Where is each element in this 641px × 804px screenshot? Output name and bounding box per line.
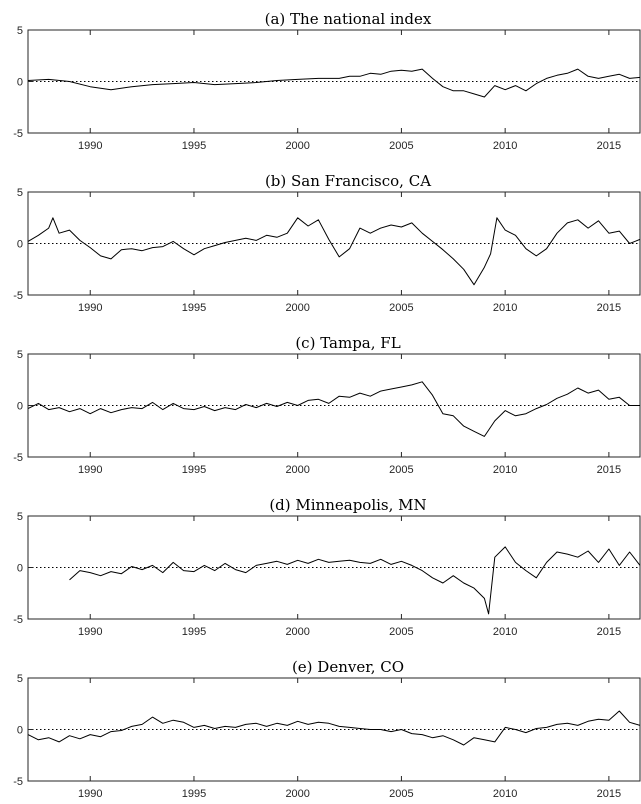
panel-a-xtick-label: 1995	[182, 140, 206, 152]
panel-a-xtick-label: 2005	[389, 140, 413, 152]
panel-e-title: (e) Denver, CO	[292, 658, 404, 676]
panel-c-series-line	[27, 381, 640, 437]
panel-b-title: (b) San Francisco, CA	[265, 172, 431, 190]
panel-e-xtick-label: 2005	[389, 788, 413, 800]
panel-c-title: (c) Tampa, FL	[295, 334, 400, 352]
panel-d-xtick-label: 2005	[389, 626, 413, 638]
panel-d-title: (d) Minneapolis, MN	[269, 496, 426, 514]
panel-e-series-line	[27, 710, 641, 746]
panel-a-ytick-label: 0	[17, 77, 23, 89]
panel-d-xtick-label: 2015	[597, 626, 621, 638]
panel-a-xtick-label: 2010	[493, 140, 517, 152]
panel-c-xtick-label: 1995	[182, 464, 206, 476]
panel-b-xtick-label: 2010	[493, 302, 517, 314]
panel-e: (e) Denver, CO -5 0 5 1990 1995 2000 2005 2010 20…	[13, 658, 641, 800]
panel-b-xtick-label: 2015	[597, 302, 621, 314]
panel-e-ytick-label: -5	[13, 776, 23, 788]
panel-d-ytick-label: -5	[13, 614, 23, 626]
panel-a-title: (a) The national index	[265, 10, 432, 28]
panel-c-xtick-label: 2005	[389, 464, 413, 476]
panel-d-xtick-label: 2010	[493, 626, 517, 638]
panel-b-xtick-label: 2000	[285, 302, 309, 314]
panel-b-ytick-label: 0	[17, 239, 23, 251]
panel-e-ytick-label: 0	[17, 725, 23, 737]
panel-e-xtick-label: 1995	[182, 788, 206, 800]
panel-a-xtick-label: 2000	[285, 140, 309, 152]
panel-b-series-line	[27, 217, 641, 286]
panel-a-ytick-label: -5	[13, 128, 23, 140]
panel-d-xtick-label: 1990	[78, 626, 102, 638]
panel-b: (b) San Francisco, CA -5 0 5 1990 1995 2000 200…	[13, 172, 641, 314]
panel-c-ytick-label: -5	[13, 452, 23, 464]
panel-b-ytick-label: -5	[13, 290, 23, 302]
panel-c-xtick-label: 1990	[78, 464, 102, 476]
panel-c-ytick-label: 5	[17, 349, 23, 361]
panel-d-ytick-label: 0	[17, 563, 23, 575]
panel-d-xtick-label: 2000	[285, 626, 309, 638]
panel-e-xtick-label: 2010	[493, 788, 517, 800]
panel-a: (a) The national index -5 0 5 1990 1995 2000 20…	[13, 10, 641, 152]
panel-b-xtick-label: 1990	[78, 302, 102, 314]
panel-e-xtick-label: 2015	[597, 788, 621, 800]
panel-d-ytick-label: 5	[17, 511, 23, 523]
panel-b-xtick-label: 2005	[389, 302, 413, 314]
panel-a-series-line	[27, 68, 641, 98]
panel-c: (c) Tampa, FL -5 0 5 1990 1995 2000 2005 2010 201…	[13, 334, 641, 476]
panel-c-xtick-label: 2010	[493, 464, 517, 476]
panel-d-series-line	[69, 546, 641, 615]
panel-b-ytick-label: 5	[17, 187, 23, 199]
panel-d-xtick-label: 1995	[182, 626, 206, 638]
panel-e-ytick-label: 5	[17, 673, 23, 685]
panel-a-ytick-label: 5	[17, 25, 23, 37]
panel-b-xtick-label: 1995	[182, 302, 206, 314]
panel-e-xtick-label: 2000	[285, 788, 309, 800]
panel-d: (d) Minneapolis, MN -5 0 5 1990 1995 2000 2005 2…	[13, 496, 641, 638]
panel-a-xtick-label: 2015	[597, 140, 621, 152]
panel-a-xtick-label: 1990	[78, 140, 102, 152]
panel-c-xtick-label: 2000	[285, 464, 309, 476]
panel-c-ytick-label: 0	[17, 401, 23, 413]
panel-e-xtick-label: 1990	[78, 788, 102, 800]
panel-c-xtick-label: 2015	[597, 464, 621, 476]
